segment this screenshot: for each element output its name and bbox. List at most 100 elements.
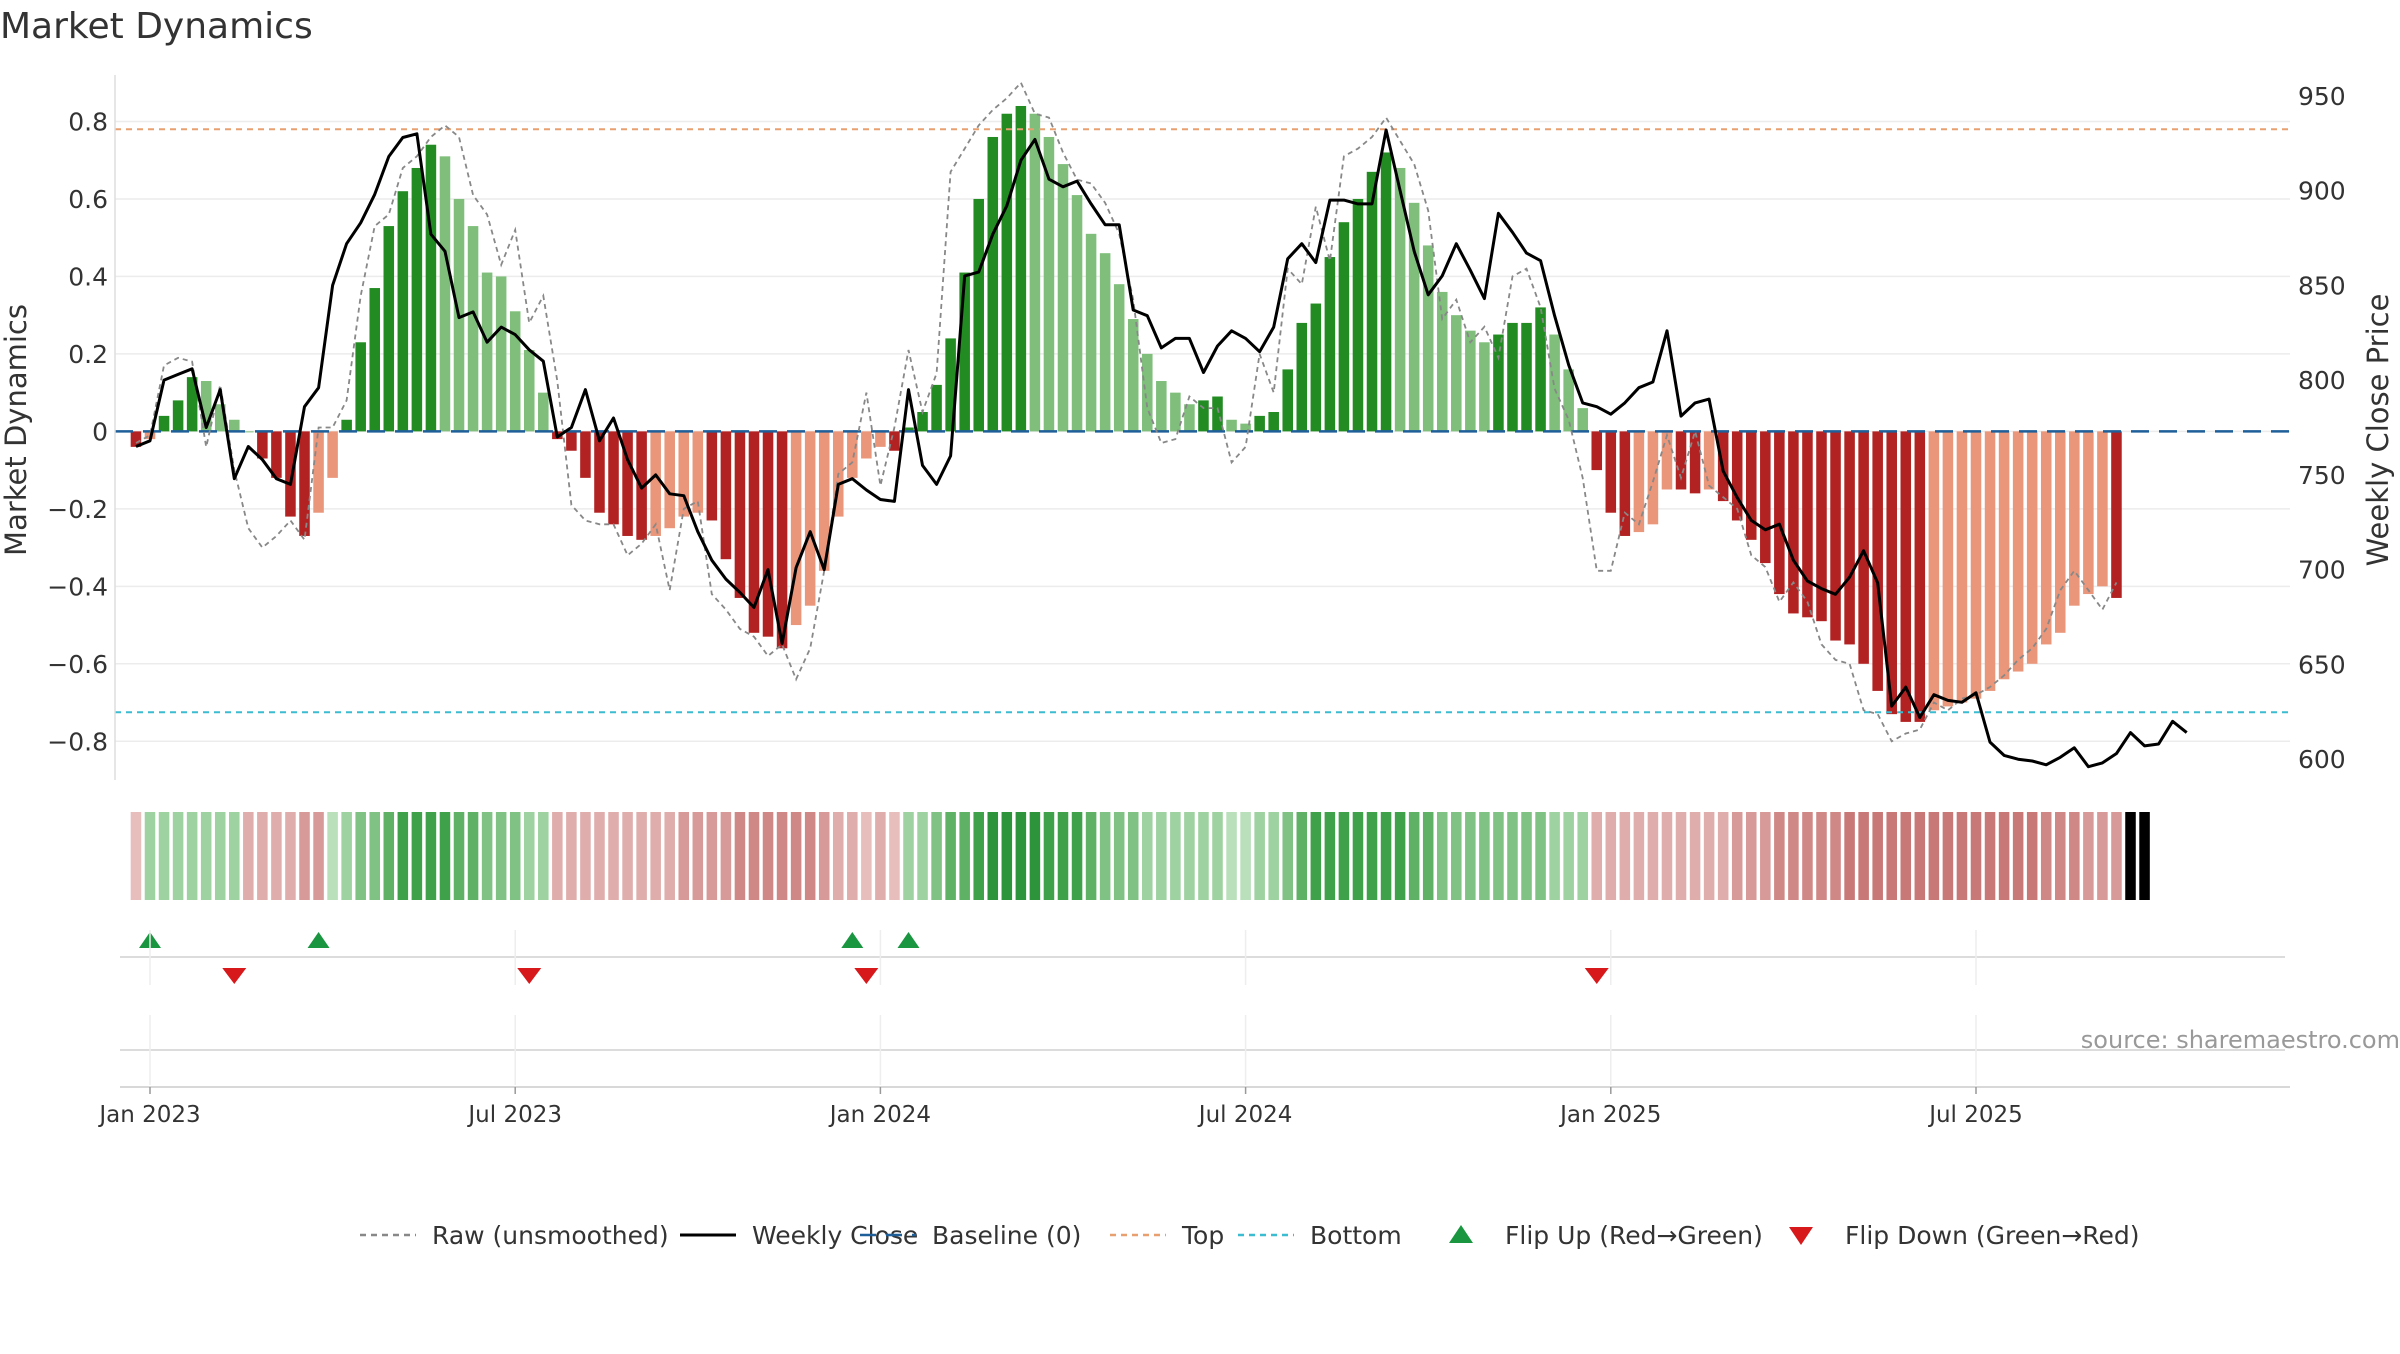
x-tick-label: Jan 2024 (828, 1102, 931, 1128)
dynamics-bar (692, 431, 704, 513)
dynamics-bar (214, 404, 226, 432)
dynamics-bar (1535, 307, 1546, 432)
state-cell (692, 812, 704, 900)
state-cell (327, 812, 338, 900)
dynamics-bar (2083, 431, 2094, 595)
y-tick-label: −0.2 (47, 495, 108, 524)
dynamics-bar (1731, 431, 1743, 521)
dynamics-bar (720, 431, 732, 560)
dynamics-bar (1647, 431, 1659, 525)
x-axis-ticks: Jan 2023 Jul 2023 Jan 2024 Jul 2024 Jan 2025… (97, 1087, 2023, 1128)
dynamics-bar (1549, 334, 1560, 432)
state-cell (748, 812, 760, 900)
legend-label: Flip Down (Green→Red) (1845, 1221, 2140, 1250)
dynamics-bar (397, 191, 409, 432)
dynamics-bar (1422, 245, 1434, 432)
y-tick-label: 0 (92, 417, 108, 446)
state-cell (973, 812, 984, 900)
flip-down-marker (222, 968, 247, 984)
y-tick-label: 0.6 (68, 185, 108, 214)
state-cell (1338, 812, 1350, 900)
dynamics-bar (2069, 431, 2080, 606)
state-cell (1408, 812, 1420, 900)
dynamics-bar (889, 431, 900, 451)
state-cell (1184, 812, 1195, 900)
dynamics-bar (903, 427, 914, 432)
dynamics-bar (271, 431, 282, 478)
state-strip (130, 812, 2150, 900)
state-cell (1394, 812, 1406, 900)
dynamics-bar (1408, 202, 1420, 432)
state-cell (1296, 812, 1308, 900)
state-cell (734, 812, 746, 900)
dynamics-bar (1605, 431, 1617, 513)
dynamics-bar (1998, 431, 2010, 680)
dynamics-bar (1493, 334, 1504, 432)
dynamics-bar (285, 431, 296, 517)
dynamics-bar (1760, 431, 1771, 564)
state-cell (566, 812, 577, 900)
dynamics-bar (650, 431, 661, 536)
state-cell (903, 812, 914, 900)
dynamics-bar (1703, 431, 1715, 490)
state-cell (889, 812, 900, 900)
state-cell (1127, 812, 1139, 900)
state-cell (1310, 812, 1322, 900)
state-cell (229, 812, 240, 900)
legend-item: Flip Down (Green→Red) (1789, 1221, 2140, 1250)
state-cell (453, 812, 465, 900)
dynamics-bar (1577, 408, 1588, 432)
dynamics-bar (1858, 431, 1869, 664)
dynamics-bar (1113, 284, 1125, 432)
dynamics-bar (1268, 412, 1279, 432)
legend-label: Baseline (0) (932, 1221, 1081, 1250)
axis-layer: −0.8 −0.6 −0.4 −0.2 0 0.2 0.4 0.6 0.8 600 650 700 75… (47, 75, 2346, 780)
dynamics-bar (1310, 303, 1322, 432)
dynamics-bar (1745, 431, 1757, 540)
lines-layer (135, 81, 2188, 769)
state-cell (1212, 812, 1223, 900)
dynamics-bar (1380, 152, 1392, 432)
state-cell (200, 812, 212, 900)
dynamics-bar (1085, 233, 1097, 432)
state-cell (1984, 812, 1996, 900)
bars-layer (130, 105, 2122, 722)
dynamics-bar (1507, 322, 1518, 432)
flip-down-marker (517, 968, 542, 984)
x-tick-label: Jul 2024 (1197, 1102, 1293, 1128)
state-cell (538, 812, 549, 900)
state-cell (1689, 812, 1701, 900)
dynamics-bar (1127, 319, 1139, 432)
state-cell (144, 812, 156, 900)
state-cell (931, 812, 942, 900)
state-cell (720, 812, 732, 900)
legend-label: Raw (unsmoothed) (432, 1221, 669, 1250)
y2-tick-label: 750 (2298, 461, 2346, 490)
state-cell (1465, 812, 1476, 900)
state-cell (804, 812, 816, 900)
dynamics-bar (2111, 431, 2122, 598)
state-cell (1507, 812, 1518, 900)
state-cell (1029, 812, 1041, 900)
state-cell (552, 812, 563, 900)
dynamics-bar (1774, 431, 1785, 595)
y-tick-label: 0.2 (68, 340, 108, 369)
x-tick-label: Jan 2023 (97, 1102, 200, 1128)
state-cell (1745, 812, 1757, 900)
flip-down-marker (854, 968, 879, 984)
y-axis-label: Market Dynamics (0, 304, 33, 556)
y2-tick-label: 700 (2298, 556, 2346, 585)
state-cell (636, 812, 647, 900)
state-cell (664, 812, 675, 900)
dynamics-bar (1156, 381, 1167, 432)
dynamics-bar (622, 431, 633, 536)
state-cell (790, 812, 802, 900)
state-cell (509, 812, 521, 900)
state-cell (2139, 812, 2150, 900)
state-cell (523, 812, 535, 900)
dynamics-bar (1563, 369, 1574, 432)
state-cell (1521, 812, 1532, 900)
state-cell (1170, 812, 1181, 900)
dynamics-bar (1970, 431, 1982, 699)
dynamics-bar (1942, 431, 1954, 707)
